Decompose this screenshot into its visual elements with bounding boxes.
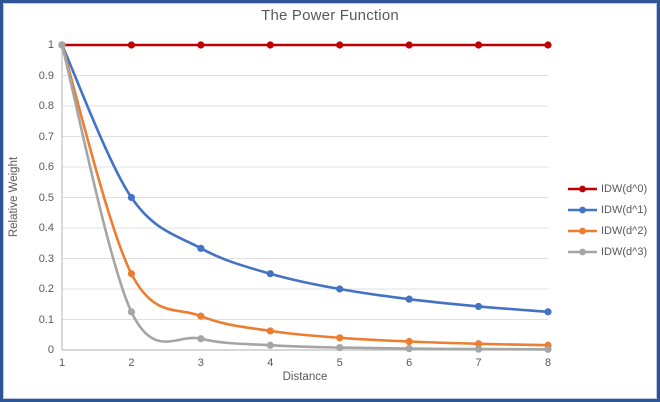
data-point-idw-d-1 [197,244,205,252]
legend-swatch-icon [568,185,597,192]
data-point-idw-d-0 [544,41,552,49]
legend-swatch-icon [568,206,597,213]
data-point-idw-d-3 [127,308,136,316]
y-tick-label: 0.4 [38,222,54,234]
data-point-idw-d-1 [127,193,136,202]
data-point-idw-d-0 [197,41,205,49]
x-axis-title: Distance [282,371,328,383]
x-tick-label: 3 [197,357,204,369]
legend-item: IDW(d^1) [568,199,652,220]
data-point-idw-d-2 [405,337,413,346]
legend-item: IDW(d^2) [568,220,652,241]
x-tick-label: 2 [128,357,135,369]
legend-swatch-icon [568,248,597,255]
data-point-idw-d-3 [197,335,205,343]
data-point-idw-d-3 [336,343,344,352]
data-point-idw-d-1 [266,270,274,278]
legend-item: IDW(d^3) [568,241,652,262]
y-tick-label: 1 [47,39,54,51]
y-tick-label: 0.6 [38,161,54,173]
y-tick-label: 0.7 [38,130,54,143]
legend-swatch-icon [568,227,597,234]
legend-label: IDW(d^3) [601,245,648,258]
data-point-idw-d-1 [474,302,483,311]
legend-label: IDW(d^0) [601,182,648,195]
legend: IDW(d^0) IDW(d^1) IDW(d^2) IDW(d^3) [568,178,652,262]
data-point-idw-d-1 [336,285,344,293]
data-point-idw-d-2 [336,334,344,342]
data-point-idw-d-1 [544,308,552,316]
data-point-idw-d-3 [544,345,552,353]
y-tick-label: 0.3 [38,252,54,265]
y-tick-label: 0.9 [38,69,54,82]
series-line-idw-d-1 [60,43,550,314]
data-point-idw-d-2 [127,270,136,278]
data-point-idw-d-1 [405,295,413,303]
y-tick-label: 0.2 [38,283,54,295]
y-tick-label: 0.5 [38,191,54,204]
legend-item: IDW(d^0) [568,178,652,199]
data-point-idw-d-3 [266,341,274,349]
legend-label: IDW(d^1) [601,203,648,216]
legend-label: IDW(d^2) [601,224,648,237]
chart-title: The Power Function [261,7,399,24]
data-point-idw-d-3 [474,345,483,353]
data-point-idw-d-2 [197,312,205,320]
x-tick-label: 6 [406,357,413,369]
x-tick-label: 8 [544,357,552,369]
data-point-idw-d-0 [474,41,483,49]
y-tick-label: 0.8 [38,100,54,112]
series-line-idw-d-2 [60,43,550,347]
data-point-idw-d-0 [266,41,274,49]
y-axis-title: Relative Weight [8,156,20,238]
data-point-idw-d-3 [58,41,66,49]
data-point-idw-d-0 [127,41,136,49]
data-point-idw-d-0 [405,41,413,49]
data-point-idw-d-2 [266,327,274,335]
x-tick-label: 1 [58,357,66,369]
data-point-idw-d-2 [474,340,483,348]
data-point-idw-d-3 [405,344,413,353]
y-tick-label: 0.1 [38,313,54,326]
x-tick-label: 7 [475,357,482,369]
y-tick-label: 0 [47,344,54,356]
data-point-idw-d-0 [336,41,344,49]
x-tick-label: 5 [336,357,343,369]
x-tick-label: 4 [267,357,274,369]
